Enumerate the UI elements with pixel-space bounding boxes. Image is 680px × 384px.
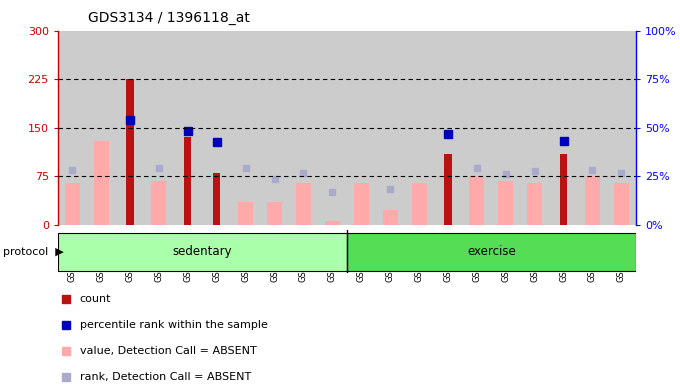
Bar (444, 154, 452, 225)
Bar (87, 31, 116, 225)
Bar (411, 183, 426, 225)
Bar (260, 31, 289, 225)
Text: GDS3134 / 1396118_at: GDS3134 / 1396118_at (88, 11, 250, 25)
Bar (520, 31, 549, 225)
Bar (614, 183, 629, 225)
Text: value, Detection Call = ABSENT: value, Detection Call = ABSENT (80, 346, 256, 356)
Bar (65, 183, 80, 225)
Bar (267, 202, 282, 225)
Bar (238, 202, 253, 225)
Bar (296, 183, 311, 225)
Bar (325, 222, 340, 225)
Bar (498, 181, 513, 225)
Bar (434, 31, 462, 225)
Bar (184, 137, 192, 225)
Bar (376, 31, 405, 225)
Bar (318, 31, 347, 225)
Text: percentile rank within the sample: percentile rank within the sample (80, 320, 268, 330)
Bar (462, 31, 492, 225)
Bar (383, 210, 398, 225)
Bar (549, 31, 578, 225)
Bar (213, 173, 220, 225)
Bar (116, 31, 144, 225)
Text: exercise: exercise (467, 245, 515, 258)
Bar (173, 31, 203, 225)
Bar (347, 31, 376, 225)
Bar (607, 31, 636, 225)
Text: count: count (80, 294, 112, 304)
Bar (152, 181, 167, 225)
Bar (527, 183, 542, 225)
FancyBboxPatch shape (347, 232, 636, 271)
Bar (560, 154, 567, 225)
Bar (585, 176, 600, 225)
Bar (405, 31, 434, 225)
Text: protocol  ▶: protocol ▶ (3, 247, 64, 257)
Bar (492, 31, 520, 225)
Bar (58, 31, 87, 225)
Text: sedentary: sedentary (173, 245, 232, 258)
Bar (203, 31, 231, 225)
Bar (231, 31, 260, 225)
Bar (144, 31, 173, 225)
Bar (94, 141, 109, 225)
Bar (289, 31, 318, 225)
Bar (469, 176, 484, 225)
FancyBboxPatch shape (58, 232, 347, 271)
Bar (578, 31, 607, 225)
Bar (354, 183, 369, 225)
Text: rank, Detection Call = ABSENT: rank, Detection Call = ABSENT (80, 372, 251, 382)
Bar (126, 79, 134, 225)
